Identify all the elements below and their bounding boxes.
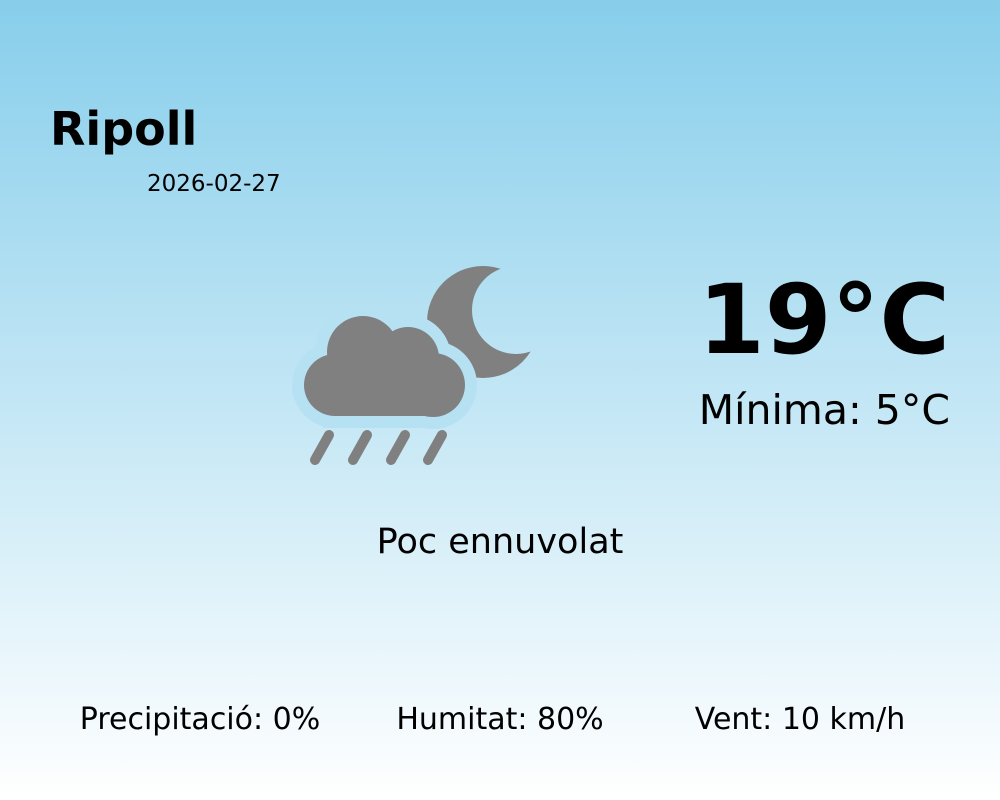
forecast-date: 2026-02-27 — [147, 171, 281, 197]
humidity-stat: Humitat: 80% — [396, 702, 604, 737]
wind-stat: Vent: 10 km/h — [694, 702, 906, 737]
cloud-icon — [292, 304, 477, 429]
city-name: Ripoll — [50, 102, 198, 156]
rain-icon — [310, 430, 447, 465]
precipitation-stat: Precipitació: 0% — [79, 702, 321, 737]
current-temperature: 19°C — [697, 264, 950, 376]
weather-condition: Poc ennuvolat — [376, 522, 624, 562]
minimum-temperature: Mínima: 5°C — [698, 386, 950, 434]
cloud-rain-moon-icon — [292, 266, 539, 465]
